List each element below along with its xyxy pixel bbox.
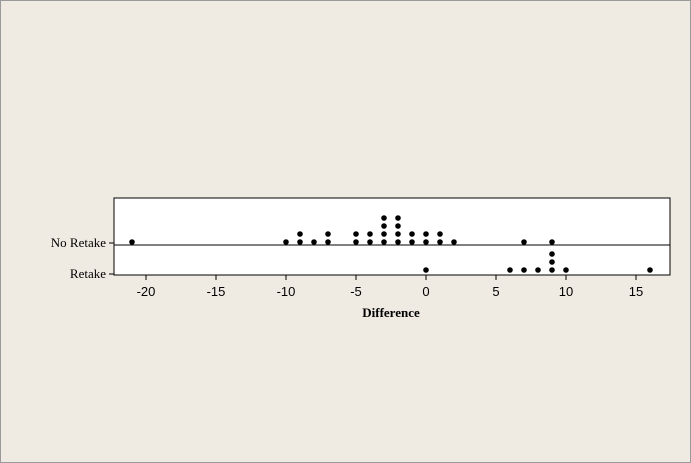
dot-retake <box>549 267 555 273</box>
x-tick-label: 15 <box>629 284 643 299</box>
row-label-retake: Retake <box>70 266 106 281</box>
dot-no-retake <box>423 239 429 245</box>
dot-retake <box>647 267 653 273</box>
x-tick-label: -15 <box>207 284 226 299</box>
dot-no-retake <box>297 239 303 245</box>
x-tick-label: 10 <box>559 284 573 299</box>
x-tick-label: -10 <box>277 284 296 299</box>
dot-no-retake <box>297 231 303 237</box>
dot-no-retake <box>437 231 443 237</box>
dot-no-retake <box>521 239 527 245</box>
dot-no-retake <box>451 239 457 245</box>
dot-no-retake <box>395 215 401 221</box>
x-tick-label: -5 <box>350 284 362 299</box>
dot-no-retake <box>325 231 331 237</box>
dot-no-retake <box>423 231 429 237</box>
dot-retake <box>423 267 429 273</box>
dot-no-retake <box>549 239 555 245</box>
row-label-no-retake: No Retake <box>51 235 106 250</box>
x-tick-label: 5 <box>492 284 499 299</box>
dot-no-retake <box>437 239 443 245</box>
dot-no-retake <box>353 239 359 245</box>
dot-no-retake <box>395 223 401 229</box>
dot-retake <box>521 267 527 273</box>
dot-no-retake <box>381 231 387 237</box>
x-axis-title: Difference <box>362 305 420 320</box>
dot-no-retake <box>381 215 387 221</box>
dot-no-retake <box>353 231 359 237</box>
dot-no-retake <box>395 239 401 245</box>
dot-retake <box>535 267 541 273</box>
dot-no-retake <box>395 231 401 237</box>
dot-retake <box>507 267 513 273</box>
x-tick-label: 0 <box>422 284 429 299</box>
dot-retake <box>549 251 555 257</box>
dot-no-retake <box>367 231 373 237</box>
dot-retake <box>563 267 569 273</box>
dot-no-retake <box>129 239 135 245</box>
dot-no-retake <box>311 239 317 245</box>
dot-retake <box>549 259 555 265</box>
x-tick-label: -20 <box>137 284 156 299</box>
dot-no-retake <box>283 239 289 245</box>
dot-no-retake <box>381 239 387 245</box>
dot-no-retake <box>409 231 415 237</box>
dot-no-retake <box>409 239 415 245</box>
dot-no-retake <box>325 239 331 245</box>
dot-no-retake <box>381 223 387 229</box>
plot-area <box>113 197 671 276</box>
dot-no-retake <box>367 239 373 245</box>
